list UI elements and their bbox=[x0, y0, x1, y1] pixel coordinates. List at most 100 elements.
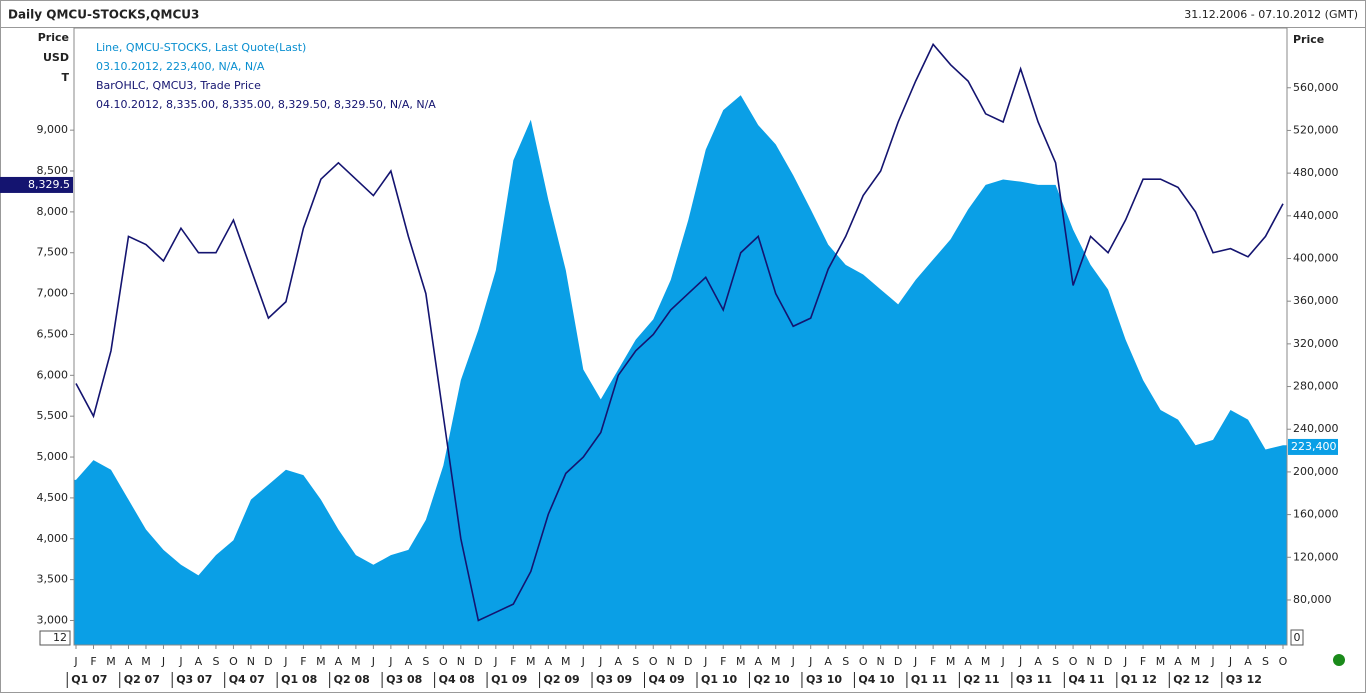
y-label: Price bbox=[38, 31, 69, 44]
x-tick-label: A bbox=[335, 655, 343, 668]
x-tick-label: F bbox=[510, 655, 516, 668]
x-tick-label: A bbox=[615, 655, 623, 668]
y-tick-label: 3,500 bbox=[37, 573, 69, 586]
x-tick-label: O bbox=[859, 655, 868, 668]
x-tick-label: M bbox=[106, 655, 116, 668]
x-tick-label: J bbox=[73, 655, 77, 668]
price-line bbox=[75, 42, 1284, 622]
y2-tick-label: 400,000 bbox=[1293, 251, 1339, 264]
x-tick-label: N bbox=[877, 655, 885, 668]
quarter-label: Q2 09 bbox=[544, 673, 580, 686]
x-tick-label: A bbox=[125, 655, 133, 668]
x-tick-label: M bbox=[736, 655, 746, 668]
quarter-label: Q4 09 bbox=[649, 673, 685, 686]
quarter-label: Q3 11 bbox=[1016, 673, 1052, 686]
chart-title: Daily QMCU-STOCKS,QMCU3 bbox=[8, 8, 199, 22]
x-tick-label: D bbox=[264, 655, 272, 668]
quarter-label: Q4 11 bbox=[1068, 673, 1104, 686]
y2-tick-label: 280,000 bbox=[1293, 380, 1339, 393]
y-tick-label: 4,500 bbox=[37, 491, 69, 504]
y2-tick-label: 240,000 bbox=[1293, 422, 1339, 435]
corner-marker: 0 bbox=[1294, 631, 1301, 644]
last-value-label: 223,400 bbox=[1291, 440, 1337, 453]
quarter-label: Q1 11 bbox=[911, 673, 947, 686]
y-tick-label: 6,000 bbox=[37, 368, 69, 381]
x-tick-label: M bbox=[561, 655, 571, 668]
x-tick-label: F bbox=[1140, 655, 1146, 668]
y2-tick-label: 120,000 bbox=[1293, 550, 1339, 563]
y-tick-label: 8,500 bbox=[37, 164, 69, 177]
x-tick-label: J bbox=[283, 655, 287, 668]
x-tick-label: J bbox=[808, 655, 812, 668]
x-tick-label: J bbox=[913, 655, 917, 668]
x-tick-label: S bbox=[212, 655, 219, 668]
x-tick-label: N bbox=[1086, 655, 1094, 668]
quarter-label: Q1 07 bbox=[71, 673, 107, 686]
last-value-box bbox=[0, 176, 73, 193]
y-tick-label: 5,500 bbox=[37, 409, 69, 422]
x-tick-label: D bbox=[894, 655, 902, 668]
x-tick-label: J bbox=[1000, 655, 1004, 668]
quarter-label: Q3 07 bbox=[176, 673, 212, 686]
y-tick-label: 6,500 bbox=[37, 327, 69, 340]
x-tick-label: N bbox=[457, 655, 465, 668]
x-tick-label: S bbox=[422, 655, 429, 668]
x-tick-label: J bbox=[581, 655, 585, 668]
quarter-label: Q2 11 bbox=[963, 673, 999, 686]
x-tick-label: A bbox=[545, 655, 553, 668]
y2-label: Price bbox=[1293, 33, 1324, 46]
x-tick-label: O bbox=[1069, 655, 1078, 668]
x-tick-label: D bbox=[474, 655, 482, 668]
quarter-label: Q3 10 bbox=[806, 673, 842, 686]
y2-tick-label: 160,000 bbox=[1293, 508, 1339, 521]
x-tick-label: O bbox=[649, 655, 658, 668]
x-tick-label: J bbox=[161, 655, 165, 668]
x-tick-label: M bbox=[981, 655, 991, 668]
x-tick-label: O bbox=[229, 655, 238, 668]
quarter-label: Q2 12 bbox=[1173, 673, 1209, 686]
x-tick-label: A bbox=[1244, 655, 1252, 668]
quarter-label: Q4 10 bbox=[858, 673, 894, 686]
y2-tick-label: 80,000 bbox=[1293, 593, 1332, 606]
corner-box bbox=[39, 630, 71, 646]
x-tick-label: F bbox=[90, 655, 96, 668]
y2-tick-label: 320,000 bbox=[1293, 337, 1339, 350]
x-tick-label: J bbox=[1228, 655, 1232, 668]
last-value-label: 8,329.5 bbox=[28, 178, 70, 191]
x-tick-label: D bbox=[684, 655, 692, 668]
legend-detail: 04.10.2012, 8,335.00, 8,335.00, 8,329.50… bbox=[96, 98, 436, 111]
x-tick-label: M bbox=[316, 655, 326, 668]
x-tick-label: M bbox=[1156, 655, 1166, 668]
x-tick-label: N bbox=[667, 655, 675, 668]
y-tick-label: 5,000 bbox=[37, 450, 69, 463]
x-tick-label: A bbox=[405, 655, 413, 668]
x-tick-label: D bbox=[1104, 655, 1112, 668]
x-tick-label: N bbox=[247, 655, 255, 668]
x-tick-label: M bbox=[141, 655, 151, 668]
y2-tick-label: 360,000 bbox=[1293, 294, 1339, 307]
quarter-label: Q4 08 bbox=[439, 673, 475, 686]
x-tick-label: A bbox=[824, 655, 832, 668]
x-tick-label: J bbox=[1123, 655, 1127, 668]
x-tick-label: A bbox=[1034, 655, 1042, 668]
y-label: T bbox=[61, 71, 69, 84]
quarter-label: Q3 09 bbox=[596, 673, 632, 686]
quarter-label: Q4 07 bbox=[229, 673, 265, 686]
x-tick-label: J bbox=[703, 655, 707, 668]
x-tick-label: A bbox=[754, 655, 762, 668]
area bbox=[74, 95, 1287, 645]
x-tick-label: J bbox=[1210, 655, 1214, 668]
date-range: 31.12.2006 - 07.10.2012 (GMT) bbox=[1184, 8, 1358, 21]
legend-detail: 03.10.2012, 223,400, N/A, N/A bbox=[96, 60, 265, 73]
x-tick-label: J bbox=[598, 655, 602, 668]
x-tick-label: F bbox=[930, 655, 936, 668]
quarter-label: Q1 12 bbox=[1121, 673, 1157, 686]
quarter-label: Q3 08 bbox=[386, 673, 422, 686]
legend-entry: BarOHLC, QMCU3, Trade Price bbox=[96, 79, 261, 92]
x-tick-label: J bbox=[493, 655, 497, 668]
quarter-label: Q1 10 bbox=[701, 673, 737, 686]
x-tick-label: J bbox=[1018, 655, 1022, 668]
x-tick-label: O bbox=[1279, 655, 1288, 668]
x-tick-label: A bbox=[195, 655, 203, 668]
